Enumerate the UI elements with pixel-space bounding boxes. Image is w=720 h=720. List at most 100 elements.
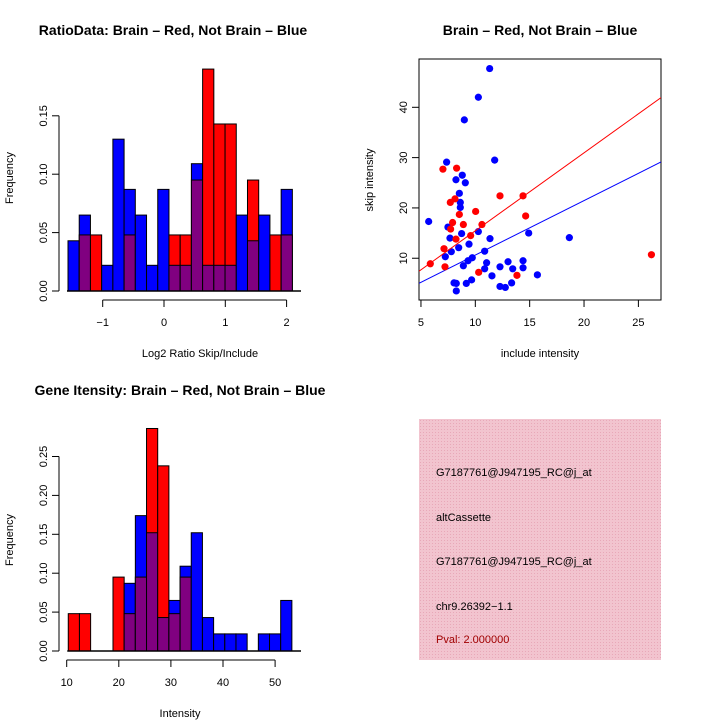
scatter-y-tick-label: 30 <box>398 151 410 163</box>
intensity-bar-red <box>112 576 125 652</box>
ratio-y-tick-label: 0.10 <box>38 163 50 184</box>
scatter-xlabel: include intensity <box>501 348 580 360</box>
intensity-bar-blue <box>257 633 271 652</box>
scatter-point-blue <box>491 156 499 164</box>
scatter-y-tick-label: 20 <box>398 202 410 214</box>
scatter-point-red <box>448 218 457 227</box>
scatter-x-tick-label: 5 <box>418 317 424 329</box>
intensity-bar-blue <box>201 617 215 652</box>
scatter-ylabel: skip intensity <box>364 148 376 211</box>
scatter-y-tick-label: 10 <box>398 252 410 264</box>
ratio-title: RatioData: Brain – Red, Not Brain – Blue <box>39 22 308 38</box>
scatter-point-blue <box>481 265 489 273</box>
ratio-bar-overlap <box>78 234 91 292</box>
ratio-bar-blue <box>134 214 148 292</box>
scatter-plot: Brain – Red, Not Brain – Blue include in… <box>364 22 662 360</box>
intensity-bar-blue <box>280 599 293 652</box>
scatter-point-blue <box>456 203 464 212</box>
info-panel: G7187761@J947195_RC@j_at altCassette G71… <box>419 419 661 660</box>
intensity-y-tick-label: 0.25 <box>38 446 50 467</box>
scatter-x-tick-label: 10 <box>469 317 481 329</box>
ratio-bar-overlap <box>168 264 181 292</box>
ratio-bar-blue <box>235 214 248 292</box>
ratio-x-tick-label: 0 <box>161 317 167 329</box>
scatter-point-blue <box>443 158 451 166</box>
scatter-point-red <box>522 212 530 220</box>
scatter-point-red <box>453 164 461 172</box>
ratio-bar-blue <box>157 188 170 292</box>
intensity-x-tick-label: 50 <box>269 677 281 689</box>
ratio-bar-blue <box>258 214 271 292</box>
scatter-point-blue <box>456 198 464 206</box>
intensity-x-tick-label: 20 <box>113 677 125 689</box>
scatter-point-blue <box>565 234 573 242</box>
intensity-bar-blue <box>235 633 248 652</box>
regression-line-blue <box>419 161 661 284</box>
scatter-point-blue <box>501 283 509 292</box>
intensity-bar-blue <box>269 633 282 652</box>
ratio-bar-overlap <box>179 264 192 292</box>
scatter-y-tick-label: 40 <box>398 101 410 113</box>
scatter-point-blue <box>483 259 491 267</box>
scatter-point-blue <box>488 272 496 280</box>
ratio-y-tick-label: 0.15 <box>38 105 50 126</box>
ratio-bar-overlap <box>280 234 293 292</box>
scatter-point-red <box>459 220 467 229</box>
event-type: altCassette <box>436 512 491 524</box>
scatter-point-blue <box>474 93 482 101</box>
intensity-y-tick-label: 0.15 <box>38 524 50 545</box>
intensity-bar-overlap <box>146 532 159 652</box>
intensity-y-tick-label: 0.05 <box>38 601 50 622</box>
intensity-bar-overlap <box>168 613 181 652</box>
intensity-bar-overlap <box>134 576 148 652</box>
ratio-histogram: RatioData: Brain – Red, Not Brain – Blue… <box>4 22 307 360</box>
scatter-point-blue <box>458 171 466 179</box>
ratio-bar-overlap <box>246 240 260 292</box>
scatter-point-blue <box>446 234 454 242</box>
scatter-x-tick-label: 15 <box>524 317 536 329</box>
scatter-point-blue <box>447 248 455 256</box>
scatter-point-red <box>467 231 475 240</box>
probe-id: G7187761@J947195_RC@j_at <box>436 467 592 479</box>
intensity-bar-overlap <box>157 617 170 652</box>
scatter-point-blue <box>425 217 433 226</box>
probe-id-2: G7187761@J947195_RC@j_at <box>436 556 592 568</box>
scatter-x-tick-label: 20 <box>578 317 590 329</box>
intensity-bar-overlap <box>123 613 136 652</box>
scatter-point-red <box>447 225 455 233</box>
intensity-bar-blue <box>190 532 203 652</box>
ratio-bar-red <box>269 234 282 292</box>
ratio-bar-red <box>202 68 215 292</box>
scatter-point-blue <box>452 287 460 295</box>
intensity-bar-overlap <box>179 576 192 652</box>
scatter-plot-box <box>418 58 662 301</box>
pval-text: Pval: 2.000000 <box>436 634 509 646</box>
ratio-x-tick-label: 2 <box>284 317 290 329</box>
ratio-y-tick-label: 0.05 <box>38 222 50 243</box>
ratio-bar-overlap <box>123 234 136 292</box>
scatter-point-red <box>446 198 454 206</box>
ratio-bar-overlap <box>213 264 226 292</box>
intensity-x-tick-label: 10 <box>61 677 73 689</box>
scatter-point-blue <box>459 262 467 270</box>
scatter-point-blue <box>452 279 460 287</box>
scatter-point-blue <box>533 271 541 279</box>
intensity-y-tick-label: 0.20 <box>38 485 50 506</box>
ratio-x-tick-label: 1 <box>222 317 228 329</box>
ratio-ylabel: Frequency <box>4 152 16 204</box>
scatter-point-blue <box>458 229 466 238</box>
scatter-point-blue <box>504 258 512 266</box>
info-panel-background <box>419 419 661 660</box>
intensity-histogram: Gene Itensity: Brain – Red, Not Brain – … <box>4 382 326 720</box>
scatter-point-blue <box>519 264 527 272</box>
regression-line-red <box>419 97 661 272</box>
scatter-point-blue <box>455 244 463 252</box>
scatter-point-blue <box>509 265 517 273</box>
scatter-point-red <box>475 268 483 276</box>
scatter-point-blue <box>465 240 473 248</box>
scatter-point-red <box>513 271 521 279</box>
scatter-point-blue <box>496 282 504 291</box>
scatter-point-red <box>439 165 447 173</box>
